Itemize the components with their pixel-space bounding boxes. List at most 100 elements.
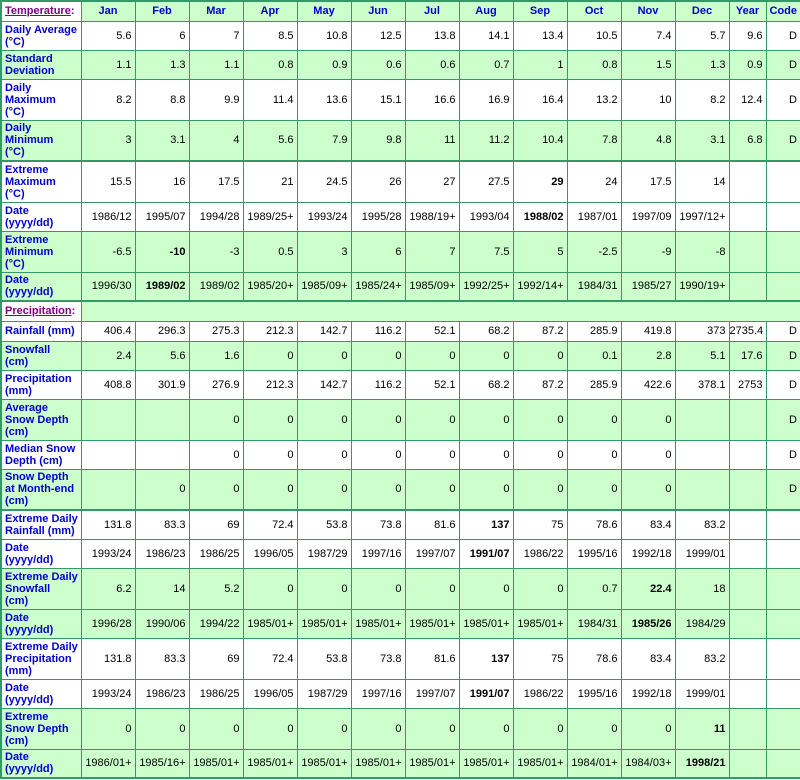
data-cell: 22.4 (620, 567, 676, 610)
data-cell: 1985/01+ (296, 748, 352, 779)
table-row-extreme-daily-rainfall: Extreme Daily Rainfall (mm) 131.8 83.3 69 72… (0, 509, 800, 540)
data-cell: 7 (404, 230, 460, 273)
data-cell: 81.6 (404, 637, 460, 680)
precipitation-section-link[interactable]: Precipitation (5, 305, 72, 318)
temperature-section-link[interactable]: Temperature (5, 5, 71, 18)
section-band (80, 300, 800, 322)
data-cell: 1994/28 (188, 201, 244, 232)
data-cell: 1993/24 (80, 538, 136, 569)
data-cell (728, 230, 767, 273)
data-cell: 1991/07 (458, 538, 514, 569)
data-cell: 301.9 (134, 369, 190, 400)
data-cell (674, 468, 730, 511)
data-cell: 16.4 (512, 78, 568, 121)
data-cell: 52.1 (404, 320, 460, 342)
data-cell: 5.2 (188, 567, 244, 610)
data-cell (765, 748, 800, 779)
data-cell: 4.8 (620, 119, 676, 162)
data-cell: 0 (188, 398, 244, 441)
data-cell: 7.5 (458, 230, 514, 273)
data-cell: 68.2 (458, 320, 514, 342)
data-cell: 0 (458, 340, 514, 371)
data-cell (765, 230, 800, 273)
data-cell: 26 (350, 160, 406, 203)
data-cell: 0 (404, 439, 460, 470)
data-cell: 0 (620, 707, 676, 750)
data-cell: 1998/21 (674, 748, 730, 779)
column-header-feb: Feb (134, 0, 190, 22)
data-cell: 0.9 (728, 49, 767, 80)
data-cell: 0 (188, 439, 244, 470)
data-cell: D (765, 78, 800, 121)
data-cell: 0 (566, 439, 622, 470)
row-label-extreme-maximum-date: Date (yyyy/dd) (0, 201, 82, 232)
data-cell: 0 (134, 707, 190, 750)
data-cell: 137 (458, 509, 514, 540)
data-cell (728, 538, 767, 569)
column-header-jun: Jun (350, 0, 406, 22)
data-cell: 69 (188, 509, 244, 540)
data-cell: D (765, 398, 800, 441)
data-cell: 0 (242, 707, 298, 750)
data-cell: 78.6 (566, 637, 622, 680)
row-label-precipitation: Precipitation (mm) (0, 369, 82, 400)
data-cell: 212.3 (242, 320, 298, 342)
data-cell (765, 271, 800, 302)
data-cell: 1985/01+ (404, 748, 460, 779)
row-label-daily-average: Daily Average (°C) (0, 20, 82, 51)
data-cell: 1994/22 (188, 608, 244, 639)
row-label-daily-maximum: Daily Maximum (°C) (0, 78, 82, 121)
data-cell: 1992/18 (620, 538, 676, 569)
table-row-snowfall: Snowfall (cm) 2.4 5.6 1.6 0 0 0 0 0 0 0.1 2.8 5.1 17.… (0, 340, 800, 371)
data-cell: 131.8 (80, 637, 136, 680)
data-cell: D (765, 468, 800, 511)
data-cell: 16 (134, 160, 190, 203)
data-cell: 69 (188, 637, 244, 680)
data-cell: 1985/26 (620, 608, 676, 639)
data-cell: 0 (296, 567, 352, 610)
table-row-extreme-maximum: Extreme Maximum (°C) 15.5 16 17.5 21 24.5 26 27… (0, 160, 800, 203)
data-cell: 1.1 (188, 49, 244, 80)
data-cell: 11.4 (242, 78, 298, 121)
data-cell: 0 (404, 567, 460, 610)
data-cell: 1992/14+ (512, 271, 568, 302)
data-cell: 1999/01 (674, 538, 730, 569)
data-cell: 14 (134, 567, 190, 610)
data-cell: 14 (674, 160, 730, 203)
data-cell: -8 (674, 230, 730, 273)
data-cell: 1995/16 (566, 678, 622, 709)
data-cell: 21 (242, 160, 298, 203)
row-label-extreme-daily-precipitation-date: Date (yyyy/dd) (0, 678, 82, 709)
data-cell: 0.8 (242, 49, 298, 80)
data-cell: 1987/29 (296, 678, 352, 709)
data-cell (728, 608, 767, 639)
data-cell: 0 (296, 340, 352, 371)
data-cell: 1985/24+ (350, 271, 406, 302)
data-cell: 1997/09 (620, 201, 676, 232)
data-cell: 1997/07 (404, 678, 460, 709)
data-cell: 81.6 (404, 509, 460, 540)
data-cell: -3 (188, 230, 244, 273)
data-cell: 0 (458, 707, 514, 750)
table-row-extreme-daily-precipitation-date: Date (yyyy/dd) 1993/24 1986/23 1986/25 1996/… (0, 678, 800, 709)
data-cell (765, 538, 800, 569)
data-cell: 9.8 (350, 119, 406, 162)
data-cell (674, 398, 730, 441)
data-cell: 1985/01+ (296, 608, 352, 639)
data-cell: 0 (296, 398, 352, 441)
table-row-extreme-daily-snowfall: Extreme Daily Snowfall (cm) 6.2 14 5.2 0 0 0 0 0… (0, 567, 800, 610)
data-cell: 285.9 (566, 320, 622, 342)
data-cell: 1.5 (620, 49, 676, 80)
data-cell: 0.7 (566, 567, 622, 610)
data-cell: D (765, 369, 800, 400)
data-cell: 53.8 (296, 509, 352, 540)
data-cell: 1988/02 (512, 201, 568, 232)
data-cell: 8.5 (242, 20, 298, 51)
data-cell: -2.5 (566, 230, 622, 273)
data-cell: 5.1 (674, 340, 730, 371)
data-cell: 1985/01+ (458, 608, 514, 639)
data-cell: 14.1 (458, 20, 514, 51)
data-cell: 1984/03+ (620, 748, 676, 779)
data-cell: 83.3 (134, 509, 190, 540)
data-cell: 8.2 (80, 78, 136, 121)
